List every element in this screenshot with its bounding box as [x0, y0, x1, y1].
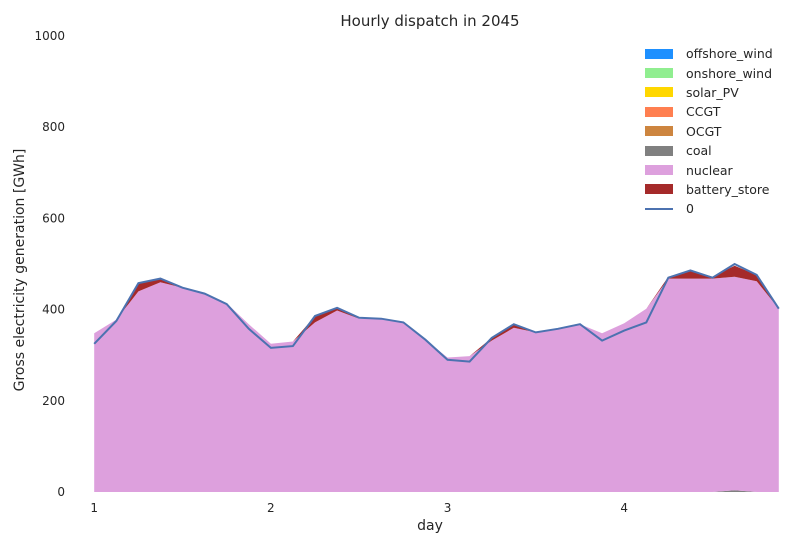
legend-label: OCGT [686, 123, 722, 139]
legend-label: nuclear [686, 162, 733, 178]
legend-label: battery_store [686, 181, 770, 197]
legend: offshore_wind onshore_wind solar_PV CCGT OCG… [645, 44, 773, 219]
y-tick-label: 0 [57, 485, 65, 499]
x-axis-label: day [417, 518, 443, 534]
legend-label: CCGT [686, 104, 721, 120]
stacked-areas [94, 265, 779, 492]
legend-swatch [645, 48, 673, 59]
x-tick-label: 3 [444, 501, 452, 515]
legend-label: 0 [686, 201, 694, 217]
legend-label: coal [686, 143, 712, 159]
legend-item-nuclear: nuclear [645, 160, 773, 179]
legend-swatch [645, 126, 673, 137]
legend-swatch [645, 184, 673, 195]
y-tick-label: 1000 [34, 29, 65, 43]
demand-line-group [93, 262, 780, 363]
legend-item-ocgt: OCGT [645, 122, 773, 141]
legend-item-offshore-wind: offshore_wind [645, 44, 773, 63]
legend-swatch [645, 207, 673, 210]
x-tick-label: 2 [267, 501, 275, 515]
x-tick-label: 4 [620, 501, 628, 515]
y-tick-labels: 0 200 400 600 800 1000 [34, 29, 65, 499]
x-tick-labels: 1 2 3 4 [90, 501, 628, 515]
x-tick-label: 1 [90, 501, 98, 515]
legend-label: onshore_wind [686, 65, 773, 81]
legend-swatch [645, 145, 673, 156]
legend-item-0: 0 [645, 199, 773, 218]
legend-label: solar_PV [686, 84, 739, 100]
y-tick-label: 600 [42, 211, 65, 225]
legend-swatch [645, 165, 673, 176]
y-tick-label: 200 [42, 394, 65, 408]
legend-item-solar-pv: solar_PV [645, 83, 773, 102]
legend-label: offshore_wind [686, 46, 773, 62]
area-nuclear [94, 276, 779, 492]
legend-swatch [645, 87, 673, 98]
legend-swatch [645, 68, 673, 79]
legend-item-ccgt: CCGT [645, 102, 773, 121]
chart-title: Hourly dispatch in 2045 [340, 12, 520, 30]
legend-swatch [645, 106, 673, 117]
legend-item-coal: coal [645, 141, 773, 160]
legend-item-onshore-wind: onshore_wind [645, 63, 773, 82]
y-tick-label: 400 [42, 303, 65, 317]
y-tick-label: 800 [42, 120, 65, 134]
demand-line [93, 262, 780, 363]
legend-item-battery-store: battery_store [645, 180, 773, 199]
